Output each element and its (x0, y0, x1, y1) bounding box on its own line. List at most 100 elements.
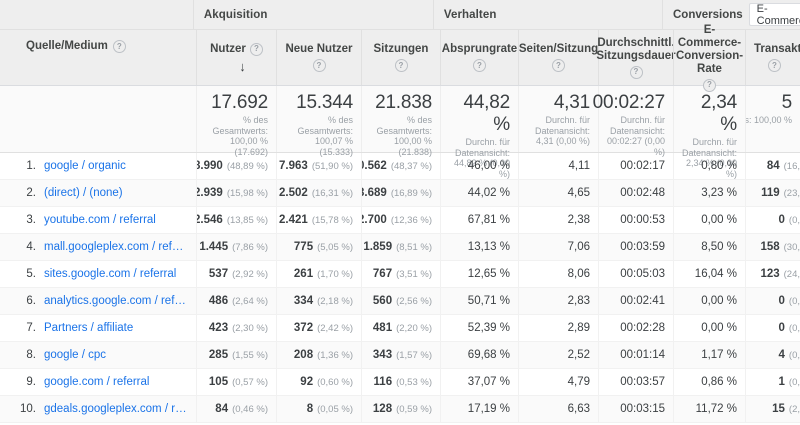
column-header-ecommerce-conversion-rate-label: E-Commerce-Conversion-Rate (675, 23, 744, 75)
row-source-link[interactable]: analytics.google.com / referral (44, 295, 188, 307)
row-transactions-cell: 1 (0, (745, 369, 800, 395)
row-new-users-cell: 92 (0,60 %) (276, 369, 361, 395)
row-bounce-rate-value: 46,00 % (467, 160, 510, 172)
row-source-link[interactable]: sites.google.com / referral (44, 268, 177, 280)
row-transactions-percent: (2, (788, 404, 800, 415)
row-source-link[interactable]: google / organic (44, 160, 126, 172)
row-bounce-rate-cell: 69,68 % (440, 342, 518, 368)
column-header-bounce-rate[interactable]: Absprungrate ? (440, 30, 518, 85)
row-rank: 2. (26, 187, 36, 199)
row-sessions-value: 128 (372, 403, 393, 415)
help-icon[interactable]: ? (552, 59, 565, 72)
row-ecommerce-conversion-rate-cell: 3,23 % (673, 180, 745, 206)
row-pages-per-session-value: 7,06 (567, 241, 590, 253)
row-transactions-value: 84 (766, 160, 780, 172)
row-bounce-rate-value: 17,19 % (467, 403, 510, 415)
row-source-link[interactable]: youtube.com / referral (44, 214, 156, 226)
row-transactions-cell: 84 (16, (745, 153, 800, 179)
column-header-dimension[interactable]: Quelle/Medium ? (0, 30, 196, 85)
column-header-ecommerce-conversion-rate[interactable]: E-Commerce-Conversion-Rate ? (673, 24, 745, 92)
row-sessions-percent: (0,59 %) (396, 403, 432, 415)
help-icon[interactable]: ? (629, 65, 643, 79)
table-row: 10.gdeals.googleplex.com / referral84(0,… (0, 396, 800, 423)
row-new-users-cell: 372 (2,42 %) (276, 315, 361, 341)
conversions-select-value: E-Commerce (756, 2, 800, 27)
row-transactions-cell: 158 (30, (745, 234, 800, 260)
row-sessions-cell: 560 (2,56 %) (361, 288, 440, 314)
row-bounce-rate-cell: 13,13 % (440, 234, 518, 260)
column-header-pages-per-session[interactable]: Seiten/Sitzung ? (518, 30, 598, 85)
summary-users-value: 17.692 (211, 92, 268, 113)
row-rank: 8. (26, 349, 36, 361)
conversions-select[interactable]: E-Commerce (748, 2, 800, 27)
row-new-users-percent: (2,42 %) (317, 322, 353, 334)
row-users-value: 486 (208, 295, 229, 307)
help-icon[interactable]: ? (112, 40, 126, 53)
help-icon[interactable]: ? (312, 59, 326, 72)
row-ecommerce-conversion-rate-value: 16,04 % (694, 268, 737, 280)
summary-new-users-sub: % des Gesamtwerts: 100,07 % (15.333) (297, 115, 353, 157)
help-icon[interactable]: ? (703, 78, 716, 92)
row-new-users-value: 92 (300, 376, 314, 388)
column-header-avg-session-duration[interactable]: Durchschnittl. Sitzungsdauer ? (596, 30, 676, 85)
row-rank: 10. (20, 403, 36, 415)
row-pages-per-session-value: 2,83 (567, 295, 590, 307)
row-new-users-percent: (51,90 %) (311, 160, 353, 172)
summary-new-users: 15.344 % des Gesamtwerts: 100,07 % (15.3… (276, 86, 361, 157)
row-ecommerce-conversion-rate-value: 0,80 % (701, 160, 737, 172)
summary-pages-per-session: 4,31 Durchn. für Datenansicht: 4,31 (0,0… (518, 86, 598, 152)
row-source-link[interactable]: (direct) / (none) (44, 187, 123, 199)
row-new-users-value: 2.502 (279, 187, 308, 199)
help-icon[interactable]: ? (473, 59, 486, 72)
help-icon[interactable]: ? (249, 42, 263, 56)
group-dimension-spacer (0, 0, 193, 29)
row-bounce-rate-value: 69,68 % (467, 349, 510, 361)
row-new-users-percent: (15,78 %) (311, 214, 353, 226)
row-transactions-cell: 15 (2, (745, 396, 800, 422)
row-ecommerce-conversion-rate-cell: 0,00 % (673, 207, 745, 233)
row-dimension-cell: 10. gdeals.googleplex.com / referral (0, 396, 196, 422)
row-sessions-value: 1.859 (363, 241, 393, 253)
row-users-value: 423 (208, 322, 229, 334)
row-pages-per-session-value: 2,52 (567, 349, 590, 361)
row-source-link[interactable]: gdeals.googleplex.com / referral (44, 403, 188, 415)
row-pages-per-session-cell: 7,06 (518, 234, 598, 260)
row-sessions-cell: 116 (0,53 %) (361, 369, 440, 395)
column-header-sessions[interactable]: Sitzungen ? (361, 30, 440, 85)
row-sessions-value: 2.700 (362, 214, 387, 226)
row-source-link[interactable]: mall.googleplex.com / referral (44, 241, 188, 253)
row-pages-per-session-cell: 4,65 (518, 180, 598, 206)
row-dimension-cell: 3. youtube.com / referral (0, 207, 196, 233)
column-header-users[interactable]: Nutzer ? ↓ (196, 30, 276, 85)
row-pages-per-session-value: 4,79 (567, 376, 590, 388)
row-users-percent: (2,92 %) (232, 268, 268, 280)
summary-ecommerce-conversion-rate-value: 2,34 % (700, 92, 737, 135)
row-transactions-value: 1 (778, 376, 785, 388)
row-bounce-rate-cell: 50,71 % (440, 288, 518, 314)
sort-descending-icon[interactable]: ↓ (239, 58, 246, 74)
row-ecommerce-conversion-rate-cell: 11,72 % (673, 396, 745, 422)
row-source-link[interactable]: google.com / referral (44, 376, 150, 388)
row-avg-session-duration-cell: 00:05:03 (598, 261, 673, 287)
help-icon[interactable]: ? (768, 59, 781, 72)
row-ecommerce-conversion-rate-value: 1,17 % (701, 349, 737, 361)
row-avg-session-duration-value: 00:03:59 (620, 241, 665, 253)
row-users-cell: 285 (1,55 %) (196, 342, 276, 368)
row-users-cell: 8.990 (48,89 %) (196, 153, 276, 179)
row-sessions-cell: 343 (1,57 %) (361, 342, 440, 368)
row-pages-per-session-value: 2,89 (567, 322, 590, 334)
row-new-users-value: 208 (293, 349, 314, 361)
row-source-link[interactable]: Partners / affiliate (44, 322, 134, 334)
column-header-transactions[interactable]: Transaktionen ? (745, 30, 800, 85)
row-transactions-cell: 0 (0, (745, 315, 800, 341)
row-transactions-percent: (30, (783, 242, 800, 253)
row-source-link[interactable]: google / cpc (44, 349, 107, 361)
row-transactions-percent: (24, (783, 269, 800, 280)
summary-users-sub: % des Gesamtwerts: 100,00 % (17.692) (212, 115, 268, 157)
row-sessions-percent: (12,36 %) (390, 214, 432, 226)
row-new-users-percent: (0,05 %) (317, 403, 353, 415)
column-header-new-users[interactable]: Neue Nutzer ? (276, 30, 361, 85)
row-new-users-percent: (1,70 %) (317, 268, 353, 280)
help-icon[interactable]: ? (394, 59, 408, 72)
row-sessions-percent: (16,89 %) (390, 187, 432, 199)
